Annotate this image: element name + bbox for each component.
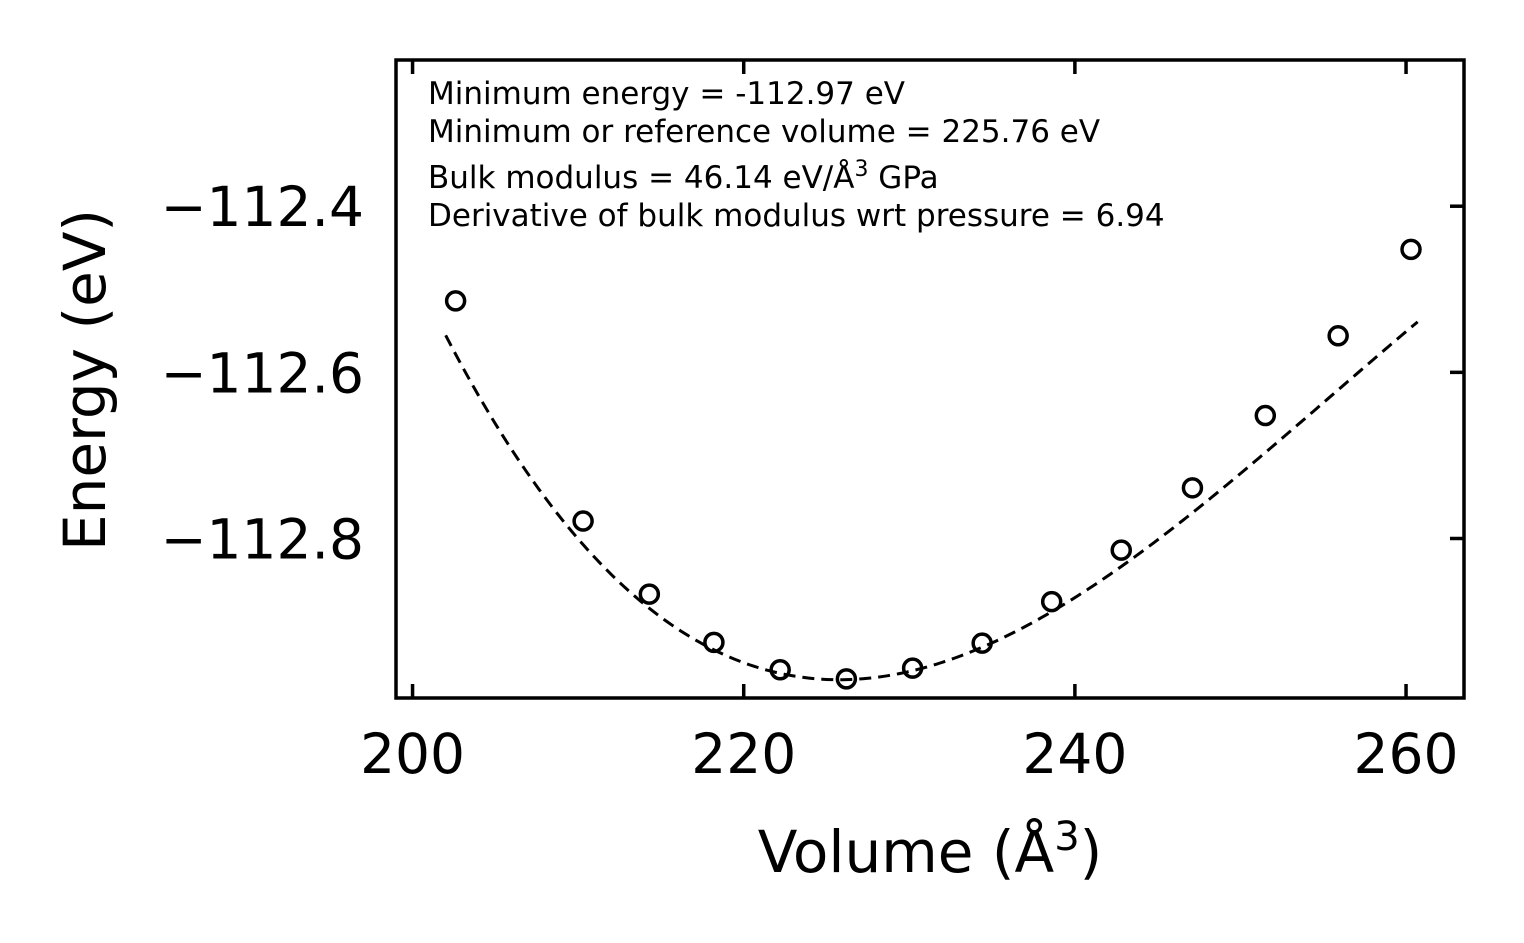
data-point xyxy=(703,631,725,654)
data-point xyxy=(1400,238,1422,261)
x-tick-label: 220 xyxy=(691,722,796,786)
data-points xyxy=(444,238,1422,690)
data-point xyxy=(769,659,791,681)
y-tick-label: −112.6 xyxy=(160,341,364,405)
annotation-bulk-modulus: Bulk modulus = 46.14 eV/Å3 GPa xyxy=(428,157,939,196)
annotation-min-volume: Minimum or reference volume = 225.76 eV xyxy=(428,114,1100,150)
tick-marks xyxy=(410,60,1464,698)
x-axis-label: Volume (Å3) xyxy=(758,814,1103,886)
data-point xyxy=(572,510,594,532)
x-axis-label-superscript: 3 xyxy=(1054,814,1079,860)
annotation-block: Minimum energy = -112.97 eV Minimum or r… xyxy=(428,76,1165,234)
data-point xyxy=(1327,325,1349,347)
data-point xyxy=(638,583,661,605)
y-tick-labels: −112.4 −112.6 −112.8 xyxy=(160,175,364,571)
annotation-bulk-derivative: Derivative of bulk modulus wrt pressure … xyxy=(428,198,1165,234)
data-point xyxy=(971,632,993,654)
annotation-min-energy: Minimum energy = -112.97 eV xyxy=(428,76,905,112)
x-axis-label-text: Volume (Å xyxy=(758,817,1055,886)
x-tick-label: 240 xyxy=(1022,722,1127,786)
x-tick-label: 200 xyxy=(360,722,465,786)
data-point xyxy=(1040,590,1063,613)
x-tick-labels: 200 220 240 260 xyxy=(360,722,1458,786)
fit-curve xyxy=(444,320,1419,682)
data-point xyxy=(444,290,467,312)
bulk-modulus-unit: GPa xyxy=(868,160,938,196)
y-tick-label: −112.4 xyxy=(160,175,364,239)
bulk-modulus-superscript: 3 xyxy=(854,157,868,182)
plot-frame xyxy=(394,58,1466,700)
data-point xyxy=(1110,539,1132,561)
data-point xyxy=(1181,477,1204,499)
data-point xyxy=(1254,404,1277,427)
bulk-modulus-text: Bulk modulus = 46.14 eV/Å xyxy=(428,160,854,196)
y-axis-label: Energy (eV) xyxy=(51,209,119,551)
y-tick-label: −112.8 xyxy=(160,508,364,572)
x-tick-label: 260 xyxy=(1354,722,1459,786)
data-point xyxy=(901,657,924,679)
data-point xyxy=(835,668,858,690)
x-axis-label-close: ) xyxy=(1080,818,1103,886)
